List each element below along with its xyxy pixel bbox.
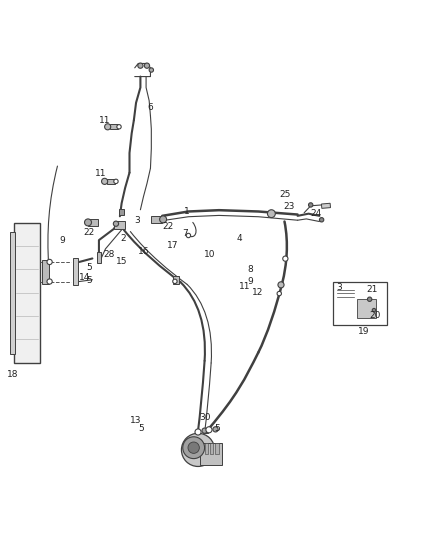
Bar (14, 223, 40, 362)
Text: 5: 5 (86, 276, 92, 285)
Bar (203, 430, 208, 433)
Text: 28: 28 (103, 250, 115, 259)
Text: 5: 5 (86, 263, 92, 272)
Text: 17: 17 (166, 241, 178, 250)
Circle shape (319, 217, 324, 222)
Bar (110, 124, 118, 129)
Text: 30: 30 (199, 413, 211, 422)
Bar (73, 258, 78, 286)
Bar (151, 216, 162, 223)
Bar (205, 443, 208, 454)
Text: 9: 9 (247, 277, 253, 286)
Circle shape (113, 221, 119, 227)
Circle shape (213, 427, 218, 432)
Bar (173, 276, 180, 285)
Bar (88, 219, 98, 226)
Circle shape (47, 260, 52, 264)
Bar (215, 443, 219, 454)
Circle shape (188, 442, 199, 454)
Text: 9: 9 (60, 236, 65, 245)
Text: 8: 8 (247, 265, 253, 274)
Text: 10: 10 (204, 250, 215, 259)
Circle shape (117, 125, 121, 129)
Bar (200, 443, 222, 465)
Text: 3: 3 (134, 216, 140, 225)
Text: 11: 11 (95, 169, 106, 179)
Circle shape (308, 203, 313, 207)
Text: 5: 5 (138, 424, 144, 433)
Circle shape (283, 256, 288, 261)
Text: 14: 14 (79, 273, 91, 282)
Circle shape (159, 216, 166, 223)
Bar (332, 282, 387, 326)
Circle shape (149, 68, 153, 72)
Bar (120, 209, 124, 215)
Circle shape (114, 179, 118, 183)
Circle shape (85, 219, 92, 226)
Circle shape (145, 63, 150, 68)
Bar (97, 252, 101, 263)
Circle shape (268, 210, 276, 217)
Circle shape (195, 429, 201, 435)
Text: 22: 22 (84, 228, 95, 237)
Text: 5: 5 (215, 424, 220, 433)
Text: 12: 12 (252, 288, 263, 297)
Circle shape (173, 279, 177, 284)
Circle shape (47, 279, 52, 284)
Text: 11: 11 (99, 116, 110, 125)
Text: 16: 16 (138, 247, 150, 256)
Circle shape (367, 297, 372, 302)
Circle shape (138, 63, 143, 68)
Text: 25: 25 (279, 190, 291, 199)
Bar (210, 443, 213, 454)
Text: 24: 24 (311, 209, 322, 218)
Circle shape (186, 233, 191, 238)
Text: 19: 19 (358, 327, 369, 336)
Bar (321, 203, 331, 208)
Circle shape (278, 282, 284, 288)
Text: 11: 11 (239, 281, 250, 290)
Text: 15: 15 (117, 257, 128, 266)
Text: 13: 13 (130, 416, 141, 425)
Text: 4: 4 (237, 233, 242, 243)
Circle shape (183, 437, 205, 458)
Bar (42, 260, 49, 284)
Bar (357, 299, 376, 318)
Circle shape (102, 179, 108, 184)
Text: 2: 2 (121, 233, 127, 243)
Circle shape (105, 124, 111, 130)
Text: 21: 21 (367, 285, 378, 294)
Text: 7: 7 (182, 229, 187, 238)
Text: 18: 18 (7, 370, 19, 379)
Text: 20: 20 (370, 311, 381, 320)
Text: 3: 3 (336, 282, 342, 292)
Circle shape (181, 433, 215, 466)
Bar (114, 221, 125, 229)
Text: 22: 22 (162, 222, 173, 231)
Circle shape (372, 309, 376, 312)
Circle shape (202, 428, 207, 433)
Bar (11, 231, 14, 354)
Text: 23: 23 (284, 202, 295, 211)
Text: 6: 6 (147, 103, 153, 111)
Circle shape (206, 427, 212, 433)
Text: 1: 1 (184, 207, 190, 216)
Bar (107, 179, 115, 184)
Circle shape (277, 292, 282, 296)
